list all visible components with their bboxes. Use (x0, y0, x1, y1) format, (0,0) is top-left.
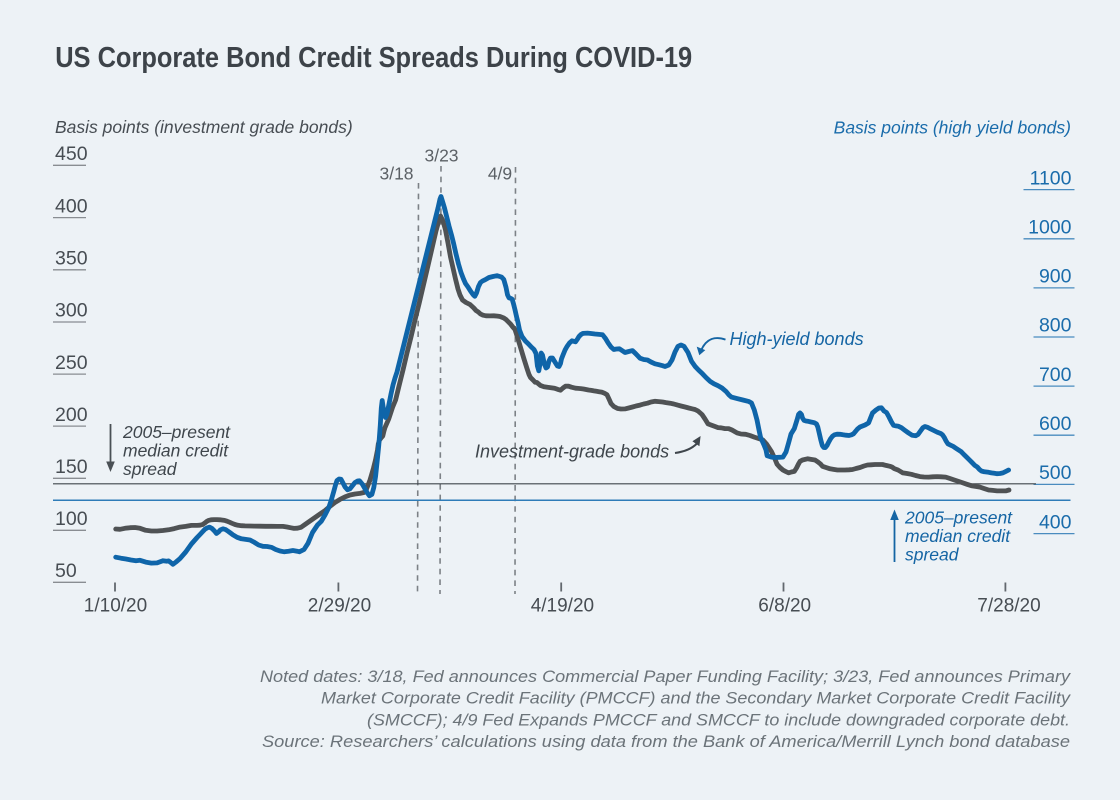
svg-text:800: 800 (1039, 315, 1072, 337)
svg-text:Basis points (investment grade: Basis points (investment grade bonds) (55, 117, 353, 137)
svg-text:Investment-grade bonds: Investment-grade bonds (475, 442, 669, 462)
svg-text:Basis points (high yield bonds: Basis points (high yield bonds) (834, 118, 1071, 138)
svg-text:spread: spread (123, 459, 178, 479)
svg-text:300: 300 (55, 300, 88, 322)
svg-text:4/9: 4/9 (488, 164, 512, 184)
svg-text:(SMCCF); 4/9 Fed Expands PMCCF: (SMCCF); 4/9 Fed Expands PMCCF and SMCCF… (367, 710, 1070, 729)
svg-text:3/18: 3/18 (379, 164, 413, 184)
svg-text:1000: 1000 (1028, 217, 1072, 239)
svg-text:2005–present: 2005–present (122, 422, 231, 442)
svg-text:500: 500 (1039, 462, 1072, 484)
svg-text:3/23: 3/23 (424, 146, 458, 166)
svg-text:2005–present: 2005–present (904, 508, 1013, 528)
svg-text:50: 50 (55, 560, 77, 582)
svg-text:600: 600 (1039, 413, 1072, 435)
svg-text:450: 450 (55, 143, 88, 165)
svg-text:US Corporate Bond Credit Sprea: US Corporate Bond Credit Spreads During … (55, 42, 692, 74)
svg-text:median credit: median credit (123, 441, 229, 461)
svg-text:6/8/20: 6/8/20 (758, 596, 811, 617)
svg-text:400: 400 (55, 195, 88, 217)
svg-text:200: 200 (55, 404, 88, 426)
svg-text:150: 150 (55, 456, 88, 478)
svg-text:Market Corporate Credit Facili: Market Corporate Credit Facility (PMCCF)… (321, 689, 1072, 708)
svg-text:400: 400 (1039, 511, 1072, 533)
svg-text:900: 900 (1039, 266, 1072, 288)
svg-text:median credit: median credit (905, 526, 1011, 546)
svg-text:4/19/20: 4/19/20 (531, 596, 594, 617)
svg-text:350: 350 (55, 248, 88, 270)
svg-text:Source: Researchers’ calculati: Source: Researchers’ calculations using … (262, 732, 1070, 751)
svg-text:High-yield bonds: High-yield bonds (730, 329, 864, 349)
svg-text:Noted dates: 3/18, Fed announc: Noted dates: 3/18, Fed announces Commerc… (260, 667, 1072, 686)
svg-text:250: 250 (55, 352, 88, 374)
svg-text:700: 700 (1039, 364, 1072, 386)
svg-text:7/28/20: 7/28/20 (977, 596, 1040, 617)
svg-text:1/10/20: 1/10/20 (84, 596, 147, 617)
svg-text:1100: 1100 (1030, 167, 1072, 189)
svg-text:2/29/20: 2/29/20 (308, 596, 371, 617)
svg-text:100: 100 (55, 508, 88, 530)
svg-text:spread: spread (905, 545, 960, 565)
